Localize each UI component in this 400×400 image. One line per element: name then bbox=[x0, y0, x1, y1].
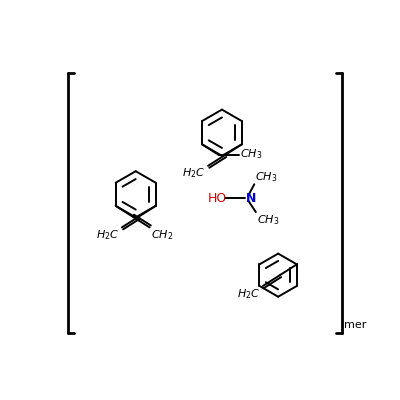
Text: $CH_2$: $CH_2$ bbox=[151, 228, 173, 242]
Text: $CH_3$: $CH_3$ bbox=[256, 213, 279, 226]
Text: $H_2C$: $H_2C$ bbox=[182, 166, 206, 180]
Text: $H_2C$: $H_2C$ bbox=[96, 228, 120, 242]
Text: N: N bbox=[246, 192, 256, 205]
Text: $CH_3$: $CH_3$ bbox=[240, 147, 263, 161]
Text: $H_2C$: $H_2C$ bbox=[237, 287, 261, 300]
Text: $CH_3$: $CH_3$ bbox=[255, 170, 278, 184]
Text: HO: HO bbox=[208, 192, 227, 205]
Text: mer: mer bbox=[344, 320, 366, 330]
